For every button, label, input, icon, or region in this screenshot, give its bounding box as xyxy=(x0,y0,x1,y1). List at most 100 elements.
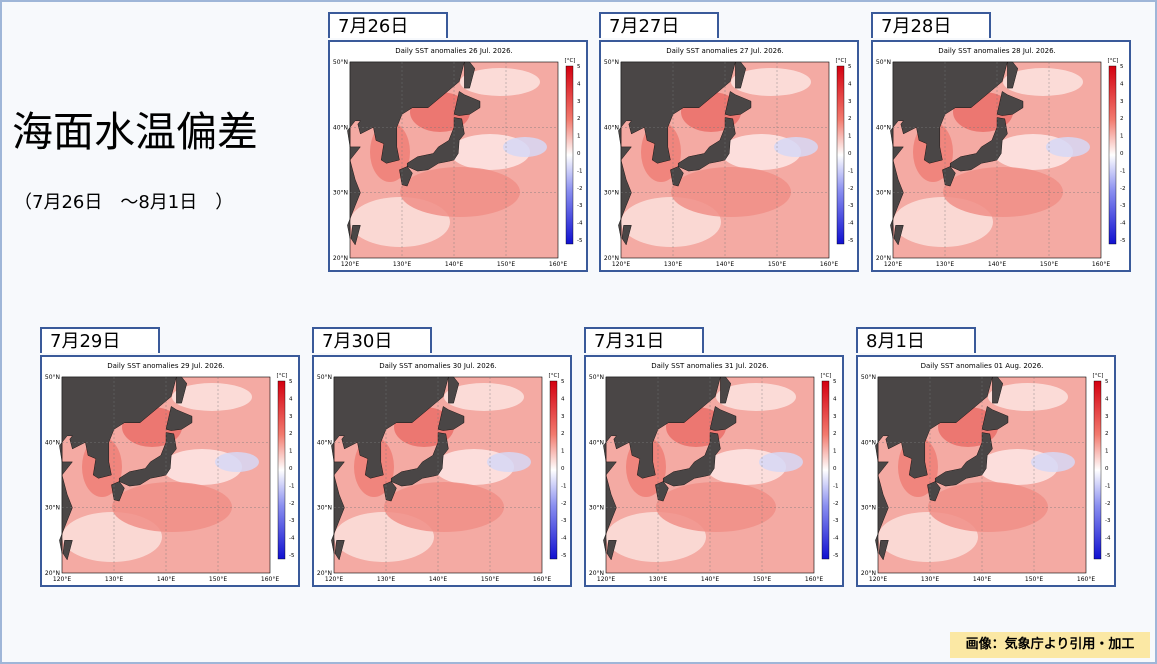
land xyxy=(618,61,736,239)
colorbar-unit: [°C] xyxy=(836,58,847,64)
colorbar-tick-label: -1 xyxy=(1105,483,1110,489)
land xyxy=(981,406,1009,431)
colorbar-tick-label: -1 xyxy=(577,168,582,174)
land xyxy=(678,117,736,172)
map-panel: Daily SST anomalies 01 Aug. 2026. 50°N 40°… xyxy=(856,355,1116,587)
land xyxy=(724,91,752,116)
colorbar-tick-label: 0 xyxy=(577,151,581,157)
lat-label: 50°N xyxy=(45,374,60,381)
lon-label: 140°E xyxy=(973,576,991,583)
colorbar-tick-label: 5 xyxy=(1105,379,1109,385)
colorbar-unit: [°C] xyxy=(565,58,576,64)
lon-label: 160°E xyxy=(533,576,551,583)
colorbar-tick-label: -2 xyxy=(577,186,582,192)
lon-label: 150°E xyxy=(497,261,515,268)
land xyxy=(890,61,1008,239)
lat-label: 50°N xyxy=(861,374,876,381)
land xyxy=(448,376,460,404)
lon-label: 150°E xyxy=(768,261,786,268)
anomaly-patch xyxy=(172,383,252,411)
land xyxy=(927,481,941,502)
map-title: Daily SST anomalies 27 Jul. 2026. xyxy=(666,47,784,55)
land xyxy=(350,225,361,246)
colorbar-tick-label: -2 xyxy=(833,501,838,507)
land xyxy=(621,225,632,246)
land xyxy=(407,117,465,172)
colorbar-tick-label: 3 xyxy=(848,99,852,105)
lon-label: 150°E xyxy=(753,576,771,583)
colorbar-tick-label: 5 xyxy=(577,64,581,70)
colorbar-unit: [°C] xyxy=(1108,58,1119,64)
colorbar-tick-label: 0 xyxy=(561,466,565,472)
map: Daily SST anomalies 31 Jul. 2026. 50°N 40°… xyxy=(589,362,839,583)
colorbar-tick-label: 4 xyxy=(561,396,565,402)
land xyxy=(875,376,993,554)
land xyxy=(1007,61,1019,89)
land xyxy=(606,540,617,561)
lat-label: 20°N xyxy=(333,255,348,262)
land xyxy=(464,61,476,89)
lon-label: 160°E xyxy=(261,576,279,583)
lon-label: 150°E xyxy=(481,576,499,583)
date-tab: 7月27日 xyxy=(599,12,719,38)
colorbar-tick-label: 4 xyxy=(289,396,293,402)
anomaly-patch xyxy=(988,383,1068,411)
colorbar-tick-label: 2 xyxy=(577,116,581,122)
map-panel: Daily SST anomalies 27 Jul. 2026. 50°N 40°… xyxy=(599,40,859,272)
land xyxy=(935,432,993,487)
colorbar-tick-label: 2 xyxy=(1105,431,1109,437)
land xyxy=(878,540,889,561)
colorbar-tick-label: 2 xyxy=(1120,116,1124,122)
slide-title: 海面水温偏差 xyxy=(12,108,258,156)
map: Daily SST anomalies 26 Jul. 2026. 50°N 40°… xyxy=(333,47,583,268)
land xyxy=(670,166,684,187)
colorbar-tick-label: 1 xyxy=(577,134,581,140)
lon-label: 130°E xyxy=(921,576,939,583)
map-panel: Daily SST anomalies 26 Jul. 2026. 50°N 40°… xyxy=(328,40,588,272)
colorbar-tick-label: -5 xyxy=(833,553,839,559)
lon-label: 160°E xyxy=(805,576,823,583)
colorbar-tick-label: 1 xyxy=(848,134,852,140)
colorbar-tick-label: -4 xyxy=(833,536,839,542)
colorbar-tick-label: 4 xyxy=(577,81,581,87)
slide-subtitle: （7月26日 ～8月1日 ） xyxy=(14,192,234,213)
lat-label: 50°N xyxy=(604,59,619,66)
lat-label: 20°N xyxy=(317,570,332,577)
lon-label: 120°E xyxy=(869,576,887,583)
anomaly-patch xyxy=(1046,137,1090,157)
colorbar-tick-label: -3 xyxy=(833,518,839,524)
colorbar-tick-label: -3 xyxy=(561,518,567,524)
colorbar-tick-label: 3 xyxy=(577,99,581,105)
land xyxy=(334,540,345,561)
colorbar-tick-label: -3 xyxy=(577,203,583,209)
colorbar-tick-label: 1 xyxy=(833,449,837,455)
lon-label: 150°E xyxy=(1040,261,1058,268)
lat-label: 30°N xyxy=(317,505,332,512)
date-tab: 7月30日 xyxy=(312,327,432,353)
lat-label: 50°N xyxy=(317,374,332,381)
colorbar-tick-label: -2 xyxy=(1120,186,1125,192)
anomaly-patch xyxy=(400,167,520,217)
colorbar-tick-label: 0 xyxy=(289,466,293,472)
lon-label: 160°E xyxy=(1092,261,1110,268)
land xyxy=(331,376,449,554)
lat-label: 30°N xyxy=(589,505,604,512)
lon-label: 140°E xyxy=(445,261,463,268)
lon-label: 120°E xyxy=(597,576,615,583)
lon-label: 160°E xyxy=(820,261,838,268)
land xyxy=(111,481,125,502)
colorbar-tick-label: 4 xyxy=(833,396,837,402)
map-title: Daily SST anomalies 30 Jul. 2026. xyxy=(379,362,497,370)
lat-label: 30°N xyxy=(604,190,619,197)
lat-label: 40°N xyxy=(604,124,619,131)
lon-label: 120°E xyxy=(612,261,630,268)
colorbar-tick-label: -3 xyxy=(848,203,854,209)
colorbar-tick-label: 3 xyxy=(1105,414,1109,420)
land xyxy=(603,376,721,554)
anomaly-patch xyxy=(943,167,1063,217)
colorbar-tick-label: -1 xyxy=(561,483,566,489)
land xyxy=(62,540,73,561)
lon-label: 120°E xyxy=(884,261,902,268)
lat-label: 20°N xyxy=(45,570,60,577)
colorbar xyxy=(277,380,286,560)
